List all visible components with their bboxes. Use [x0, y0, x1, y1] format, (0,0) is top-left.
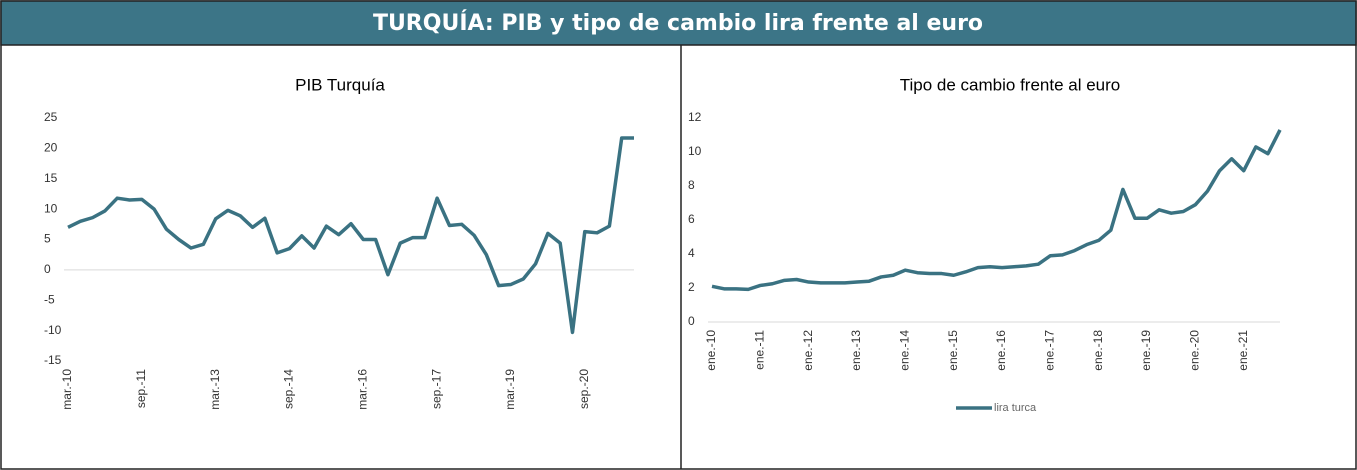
y-tick-label: 5	[44, 232, 51, 246]
x-tick-label: ene.-11	[753, 330, 767, 370]
y-tick-label: 8	[688, 178, 695, 192]
chart-title: Tipo de cambio frente al euro	[900, 75, 1121, 94]
x-tick-label: mar.-19	[503, 369, 517, 410]
y-tick-label: 25	[44, 110, 58, 124]
x-tick-label: sep.-14	[282, 369, 296, 409]
chart-title: PIB Turquía	[295, 75, 385, 94]
y-tick-label: 20	[44, 141, 58, 155]
x-tick-label: ene.-16	[994, 330, 1008, 371]
y-tick-label: 10	[44, 201, 58, 215]
x-tick-label: ene.-17	[1043, 330, 1057, 371]
x-tick-label: ene.-12	[801, 330, 815, 371]
x-tick-label: mar.-13	[208, 369, 222, 410]
x-tick-label: ene.-13	[849, 330, 863, 371]
x-tick-label: ene.-10	[704, 330, 718, 371]
y-tick-label: 2	[688, 280, 695, 294]
x-tick-label: sep.-20	[577, 369, 591, 409]
y-tick-label: 15	[44, 171, 58, 185]
x-tick-label: mar.-16	[355, 369, 369, 410]
x-tick-label: ene.-18	[1091, 330, 1105, 371]
header-title: TURQUÍA: PIB y tipo de cambio lira frent…	[373, 10, 983, 36]
x-tick-label: ene.-14	[898, 330, 912, 371]
y-tick-label: -5	[44, 292, 55, 306]
x-tick-label: ene.-19	[1139, 330, 1153, 371]
y-tick-label: 6	[688, 212, 695, 226]
x-tick-label: mar.-10	[60, 369, 74, 410]
x-tick-label: sep.-11	[134, 369, 148, 408]
y-tick-label: 10	[688, 144, 702, 158]
x-tick-label: sep.-17	[429, 369, 443, 409]
legend-label: lira turca	[994, 402, 1037, 414]
y-tick-label: -15	[44, 353, 62, 367]
x-tick-label: ene.-15	[946, 330, 960, 371]
data-line	[67, 136, 634, 335]
data-line	[711, 129, 1282, 292]
x-tick-label: ene.-21	[1236, 330, 1250, 371]
header-bar	[0, 0, 1357, 46]
y-tick-label: 12	[688, 110, 702, 124]
x-tick-label: ene.-20	[1188, 330, 1202, 371]
y-tick-label: 4	[688, 246, 695, 260]
y-tick-label: 0	[688, 314, 695, 328]
y-tick-label: 0	[44, 262, 51, 276]
y-tick-label: -10	[44, 323, 62, 337]
